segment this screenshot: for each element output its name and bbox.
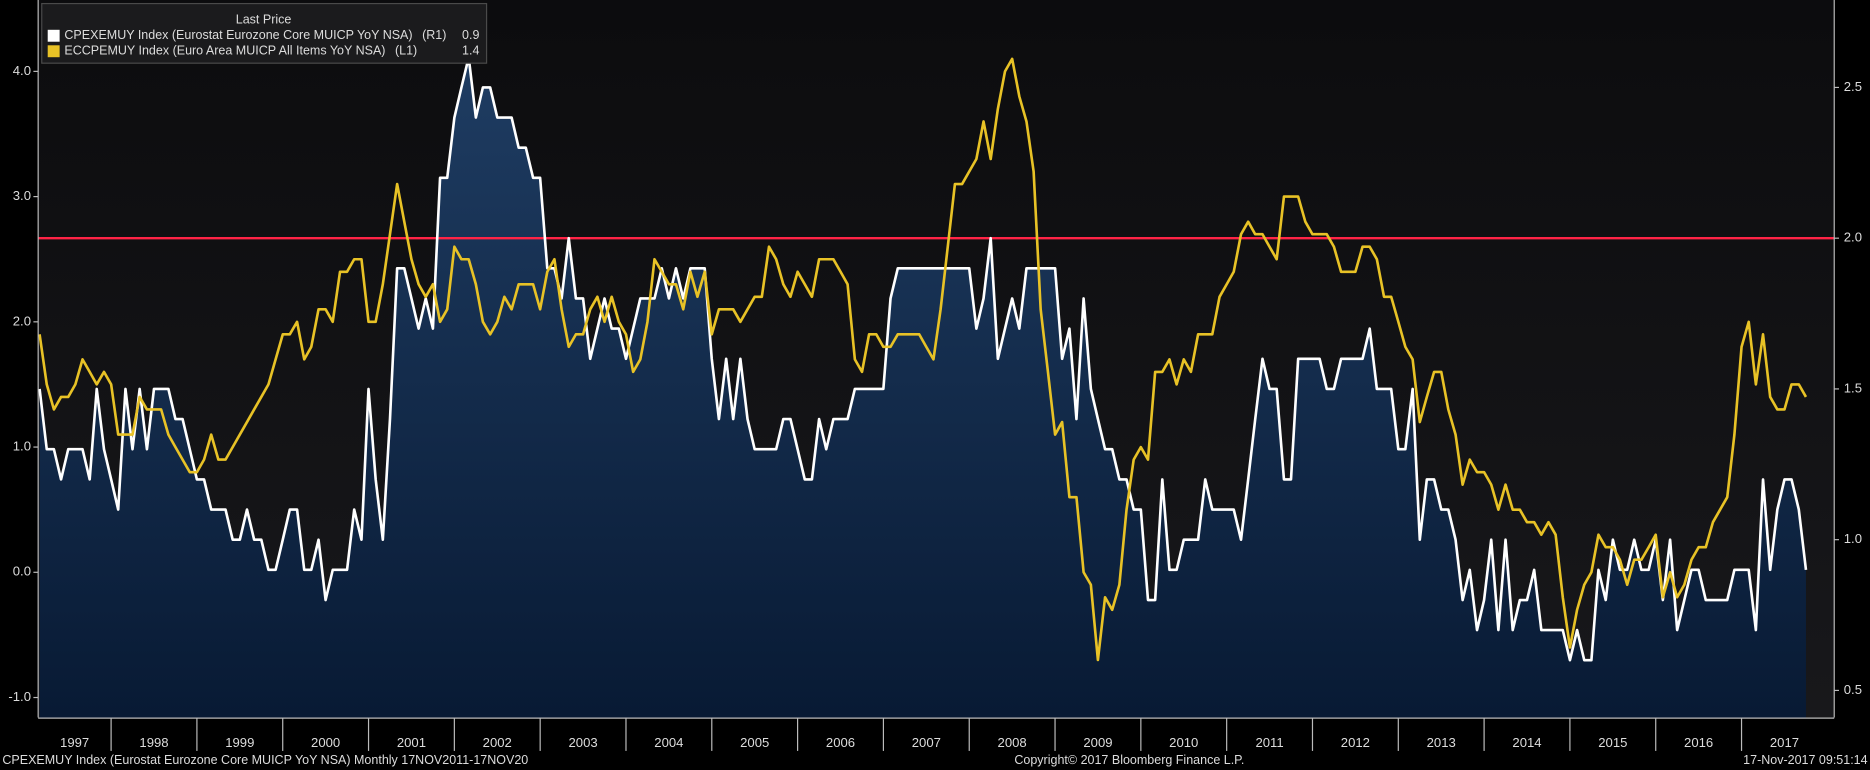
line [38,56,1808,662]
x-tick-label: 2007 [912,735,941,750]
legend-box [41,2,488,64]
x-tick-label: 2004 [654,735,683,750]
x-tick-label: 2003 [568,735,597,750]
x-tick-label: 2001 [397,735,426,750]
x-tick-label: 1998 [139,735,168,750]
y-tick-label: -1.0 [8,689,31,704]
legend-last-value: 1.4 [462,44,479,58]
x-tick-label: 2012 [1341,735,1370,750]
x-tick-label: 1999 [225,735,254,750]
y-tick-label: 0.0 [13,564,31,579]
y2-tick-label: 2.0 [1844,230,1862,245]
legend-label: CPEXEMUY Index (Eurostat Eurozone Core M… [64,28,412,42]
y2-tick-label: 2.5 [1844,79,1862,94]
legend-axis-tag: (R1) [422,28,446,42]
footer-right: 17-Nov-2017 09:51:14 [1743,753,1867,767]
x-tick-label: 2009 [1083,735,1112,750]
footer-left: CPEXEMUY Index (Eurostat Eurozone Core M… [2,753,528,767]
legend-last-value: 0.9 [462,28,479,42]
area [39,57,1806,718]
y2-tick-label: 1.5 [1844,380,1862,395]
legend-axis-tag: (L1) [395,44,417,58]
y2-tick-label: 1.0 [1844,531,1862,546]
x-tick-label: 2011 [1255,735,1283,750]
x-tick-label: 2017 [1770,735,1799,750]
legend: Last Price CPEXEMUY Index (Eurostat Euro… [41,2,488,64]
x-tick-label: 2016 [1684,735,1713,750]
x-tick-label: 2015 [1598,735,1627,750]
x-tick-label: 2010 [1169,735,1198,750]
line [38,57,1808,662]
plot [38,56,1835,718]
y-tick-label: 2.0 [13,313,31,328]
x-tick-label: 2000 [311,735,340,750]
x-tick-label: 2008 [998,735,1027,750]
x-tick-label: 2005 [740,735,769,750]
x-tick-label: 2014 [1512,735,1541,750]
legend-title: Last Price [236,13,292,27]
legend-swatch [47,45,60,58]
legend-swatch [47,29,60,42]
x-tick-label: 2006 [826,735,855,750]
x-tick-label: 2002 [483,735,512,750]
y-tick-label: 3.0 [13,188,31,203]
legend-label: ECCPEMUY Index (Euro Area MUICP All Item… [64,44,385,58]
lines [38,56,1808,662]
x-tick-label: 1997 [60,735,89,750]
y-tick-label: 1.0 [13,439,31,454]
areas [39,57,1806,718]
footer-center: Copyright© 2017 Bloomberg Finance L.P. [1014,753,1244,767]
x-tick-label: 2013 [1427,735,1456,750]
y-tick-label: 4.0 [13,63,31,78]
y2-tick-label: 0.5 [1844,682,1862,697]
